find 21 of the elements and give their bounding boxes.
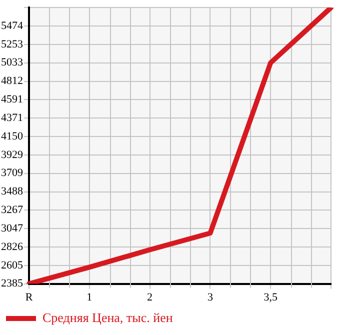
y-tick-label: 5033 xyxy=(1,56,24,69)
y-tick-label: 2826 xyxy=(1,240,24,253)
y-tick-label: 4150 xyxy=(1,130,24,142)
y-tick-label: 4812 xyxy=(1,75,23,88)
x-tick-label: R xyxy=(25,291,34,304)
y-tick-label: 3709 xyxy=(1,167,24,180)
y-tick-label: 2385 xyxy=(1,278,24,290)
y-tick-label: 3929 xyxy=(1,148,24,161)
y-tick-label: 2605 xyxy=(1,259,24,272)
y-tick-label: 5474 xyxy=(1,20,24,32)
y-tick-label: 3267 xyxy=(1,204,24,216)
y-tick-label: 3488 xyxy=(1,186,24,198)
y-tick-label: 3047 xyxy=(1,222,24,234)
legend-label: Средняя Цена, тыс. йен xyxy=(42,310,173,325)
x-tick-label: 3 xyxy=(207,291,214,304)
y-tick-label: 4591 xyxy=(1,94,23,106)
y-tick-label: 4371 xyxy=(1,112,23,124)
x-tick-label: 1 xyxy=(86,291,92,304)
y-tick-label: 5253 xyxy=(1,38,24,50)
x-tick-label: 2 xyxy=(147,291,153,304)
x-tick-label: 3,5 xyxy=(264,291,278,304)
